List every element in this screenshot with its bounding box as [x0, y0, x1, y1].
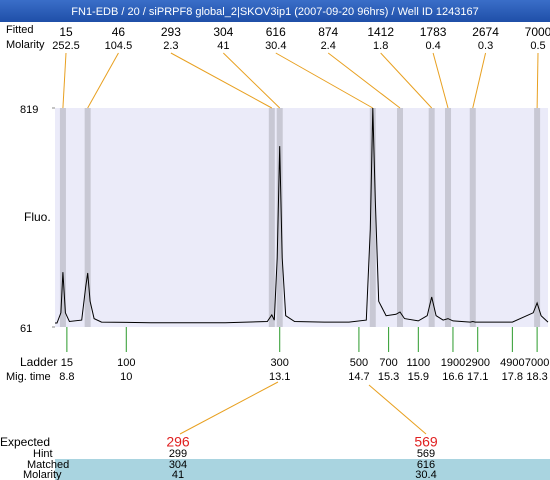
peak-band	[428, 108, 435, 327]
connector	[368, 384, 427, 435]
ladder-size: 1900	[441, 357, 465, 369]
size-label: Fitted	[6, 24, 34, 36]
peak-band	[59, 108, 66, 327]
peak-size: 616	[266, 25, 286, 39]
peak-connector	[87, 52, 119, 109]
ladder-time: 17.8	[502, 371, 523, 383]
title: FN1-EDB / 20 / siPRPF8 global_2|SKOV3ip1…	[71, 6, 478, 18]
peak-molarity: 1.8	[373, 40, 388, 52]
expected-expected: 296	[166, 434, 190, 450]
ladder-size: 1100	[406, 357, 430, 369]
plot-area	[55, 108, 548, 327]
peak-connector	[472, 52, 487, 109]
title-bar	[0, 0, 550, 22]
peak-band	[469, 108, 476, 327]
ladder-time: 15.3	[378, 371, 399, 383]
peak-size: 874	[318, 25, 338, 39]
peak-size: 1783	[420, 25, 447, 39]
expected-hint: 569	[417, 448, 435, 460]
peak-band	[276, 108, 283, 327]
peak-connector	[432, 52, 449, 109]
peak-molarity: 0.4	[425, 40, 440, 52]
peak-molarity: 30.4	[265, 40, 286, 52]
ladder-time: 13.1	[269, 371, 290, 383]
ladder-time: 8.8	[59, 371, 74, 383]
ladder-time: 18.3	[526, 371, 547, 383]
peak-molarity: 2.4	[321, 40, 336, 52]
peak-molarity: 252.5	[52, 40, 80, 52]
peak-size: 15	[59, 25, 73, 39]
peak-size: 46	[112, 25, 126, 39]
expected-row-label: Hint	[33, 448, 53, 460]
ladder-size: 4900	[500, 357, 524, 369]
expected-row-label: Molarity	[23, 469, 62, 480]
peak-connector	[536, 52, 539, 109]
peak-molarity: 2.3	[163, 40, 178, 52]
peak-size: 7000	[525, 25, 550, 39]
ladder-time: 15.9	[408, 371, 429, 383]
ladder-size: 700	[379, 357, 397, 369]
expected-matched: 304	[169, 459, 187, 471]
expected-row-label: Expected	[0, 435, 50, 449]
expected-molarity: 30.4	[415, 469, 436, 480]
expected-row-label: Matched	[27, 459, 69, 471]
molarity-label: Molarity	[6, 39, 45, 51]
peak-band	[369, 108, 376, 327]
peak-band	[84, 108, 91, 327]
peak-size: 304	[213, 25, 233, 39]
mig-time-label: Mig. time	[6, 371, 51, 383]
expected-molarity: 41	[172, 469, 184, 480]
peak-size: 293	[161, 25, 181, 39]
peak-band	[397, 108, 404, 327]
ladder-label: Ladder	[20, 355, 57, 369]
ladder-time: 17.1	[467, 371, 488, 383]
peak-connector	[62, 52, 67, 109]
connector	[179, 381, 279, 435]
peak-band	[534, 108, 541, 327]
peak-connector	[170, 52, 273, 109]
y-label: Fluo.	[24, 210, 51, 224]
ladder-size: 15	[61, 357, 73, 369]
ladder-size: 300	[271, 357, 289, 369]
matched-band	[55, 459, 550, 480]
ladder-size: 100	[117, 357, 135, 369]
ladder-time: 14.7	[348, 371, 369, 383]
peak-molarity: 41	[217, 40, 229, 52]
y-tick-label: 819	[20, 104, 38, 116]
peak-band	[268, 108, 275, 327]
peak-connector	[222, 52, 281, 109]
ladder-time: 16.6	[442, 371, 463, 383]
peak-connector	[327, 52, 401, 109]
peak-size: 1412	[367, 25, 394, 39]
peak-connector	[380, 52, 433, 109]
ladder-size: 7000	[525, 357, 549, 369]
trace	[55, 107, 549, 324]
peak-molarity: 104.5	[105, 40, 133, 52]
expected-expected: 569	[414, 434, 438, 450]
y-tick-label: 61	[20, 323, 32, 335]
expected-hint: 299	[169, 448, 187, 460]
peak-connector	[275, 52, 374, 109]
peak-molarity: 0.3	[478, 40, 493, 52]
peak-molarity: 0.5	[530, 40, 545, 52]
ladder-time: 10	[120, 371, 132, 383]
peak-size: 2674	[472, 25, 499, 39]
ladder-size: 500	[350, 357, 368, 369]
expected-matched: 616	[417, 459, 435, 471]
peak-band	[445, 108, 452, 327]
ladder-size: 2900	[465, 357, 489, 369]
